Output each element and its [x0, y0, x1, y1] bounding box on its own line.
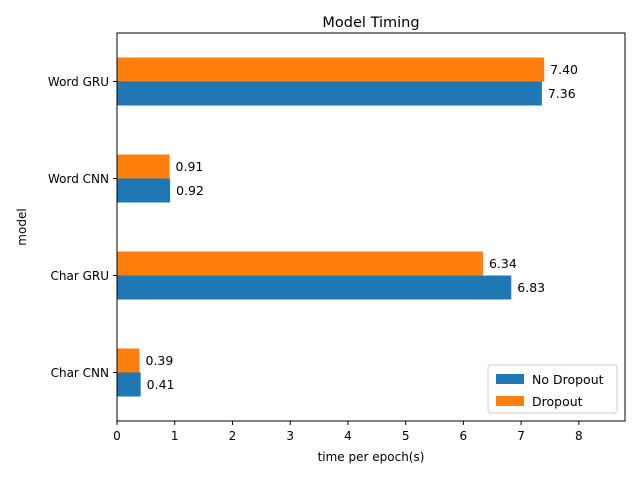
legend-swatch-no-dropout: [496, 374, 524, 384]
x-tick-label: 3: [286, 429, 294, 443]
bar-char-gru-dropout: [117, 251, 483, 276]
x-tick-label: 2: [229, 429, 237, 443]
x-tick-label: 5: [402, 429, 410, 443]
data-label-char-cnn-dropout: 0.39: [146, 353, 174, 368]
legend-swatch-dropout: [496, 396, 524, 406]
data-label-char-cnn-no-dropout: 0.41: [147, 377, 175, 392]
chart-title: Model Timing: [322, 15, 419, 31]
bar-word-cnn-no-dropout: [117, 178, 171, 203]
data-label-word-cnn-no-dropout: 0.92: [176, 183, 204, 198]
bar-char-cnn-no-dropout: [117, 372, 141, 397]
legend-label-no-dropout: No Dropout: [532, 372, 604, 387]
x-tick-label: 7: [517, 429, 525, 443]
bar-char-gru-no-dropout: [117, 275, 512, 300]
y-axis-label: model: [15, 208, 29, 245]
bar-word-gru-no-dropout: [117, 81, 542, 106]
plot-area: [116, 32, 626, 422]
legend: No Dropout Dropout: [487, 364, 618, 414]
x-tick-label: 0: [113, 429, 121, 443]
data-label-word-gru-no-dropout: 7.36: [548, 86, 576, 101]
y-tick-label-char-cnn: Char CNN: [51, 366, 109, 380]
x-axis-label: time per epoch(s): [318, 450, 425, 464]
legend-label-dropout: Dropout: [532, 394, 583, 409]
x-tick-label: 8: [575, 429, 583, 443]
data-label-char-gru-no-dropout: 6.83: [517, 280, 545, 295]
y-axis: Char CNN Char GRU Word CNN Word GRU: [48, 75, 117, 380]
bar-word-cnn-dropout: [117, 154, 170, 179]
y-tick-label-word-gru: Word GRU: [48, 75, 109, 89]
data-label-word-gru-dropout: 7.40: [550, 62, 578, 77]
y-tick-label-char-gru: Char GRU: [50, 269, 109, 283]
x-tick-label: 6: [460, 429, 468, 443]
x-tick-label: 4: [344, 429, 352, 443]
bar-char-cnn-dropout: [117, 348, 140, 373]
data-label-char-gru-dropout: 6.34: [489, 256, 517, 271]
x-tick-label: 1: [171, 429, 179, 443]
data-label-word-cnn-dropout: 0.91: [176, 159, 204, 174]
bars-layer: [117, 57, 545, 397]
bar-word-gru-dropout: [117, 57, 545, 82]
x-axis: 0 1 2 3 4 5 6 7 8: [113, 421, 583, 443]
y-tick-label-word-cnn: Word CNN: [48, 172, 109, 186]
data-labels-layer: 0.41 0.39 6.836.34 0.92 0.91 7.36 7.40: [146, 62, 579, 392]
